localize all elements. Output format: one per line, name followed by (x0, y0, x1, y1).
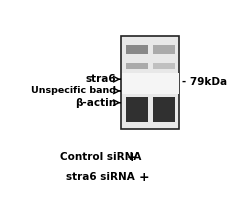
Bar (153, 63, 175, 69)
Text: stra6: stra6 (86, 74, 116, 84)
Bar (153, 97, 175, 122)
Text: +: + (127, 151, 138, 164)
Bar (122, 73, 179, 94)
Text: Unspecific band: Unspecific band (31, 86, 116, 95)
Text: β-actin: β-actin (75, 98, 116, 108)
Text: +: + (138, 171, 149, 184)
Bar (126, 63, 148, 69)
Bar (121, 35, 180, 129)
Bar (153, 45, 175, 54)
Text: stra6 siRNA: stra6 siRNA (66, 172, 135, 182)
Text: - 79kDa: - 79kDa (182, 77, 227, 87)
Text: Control siRNA: Control siRNA (60, 152, 141, 162)
Bar (126, 97, 148, 122)
Bar (126, 45, 148, 54)
